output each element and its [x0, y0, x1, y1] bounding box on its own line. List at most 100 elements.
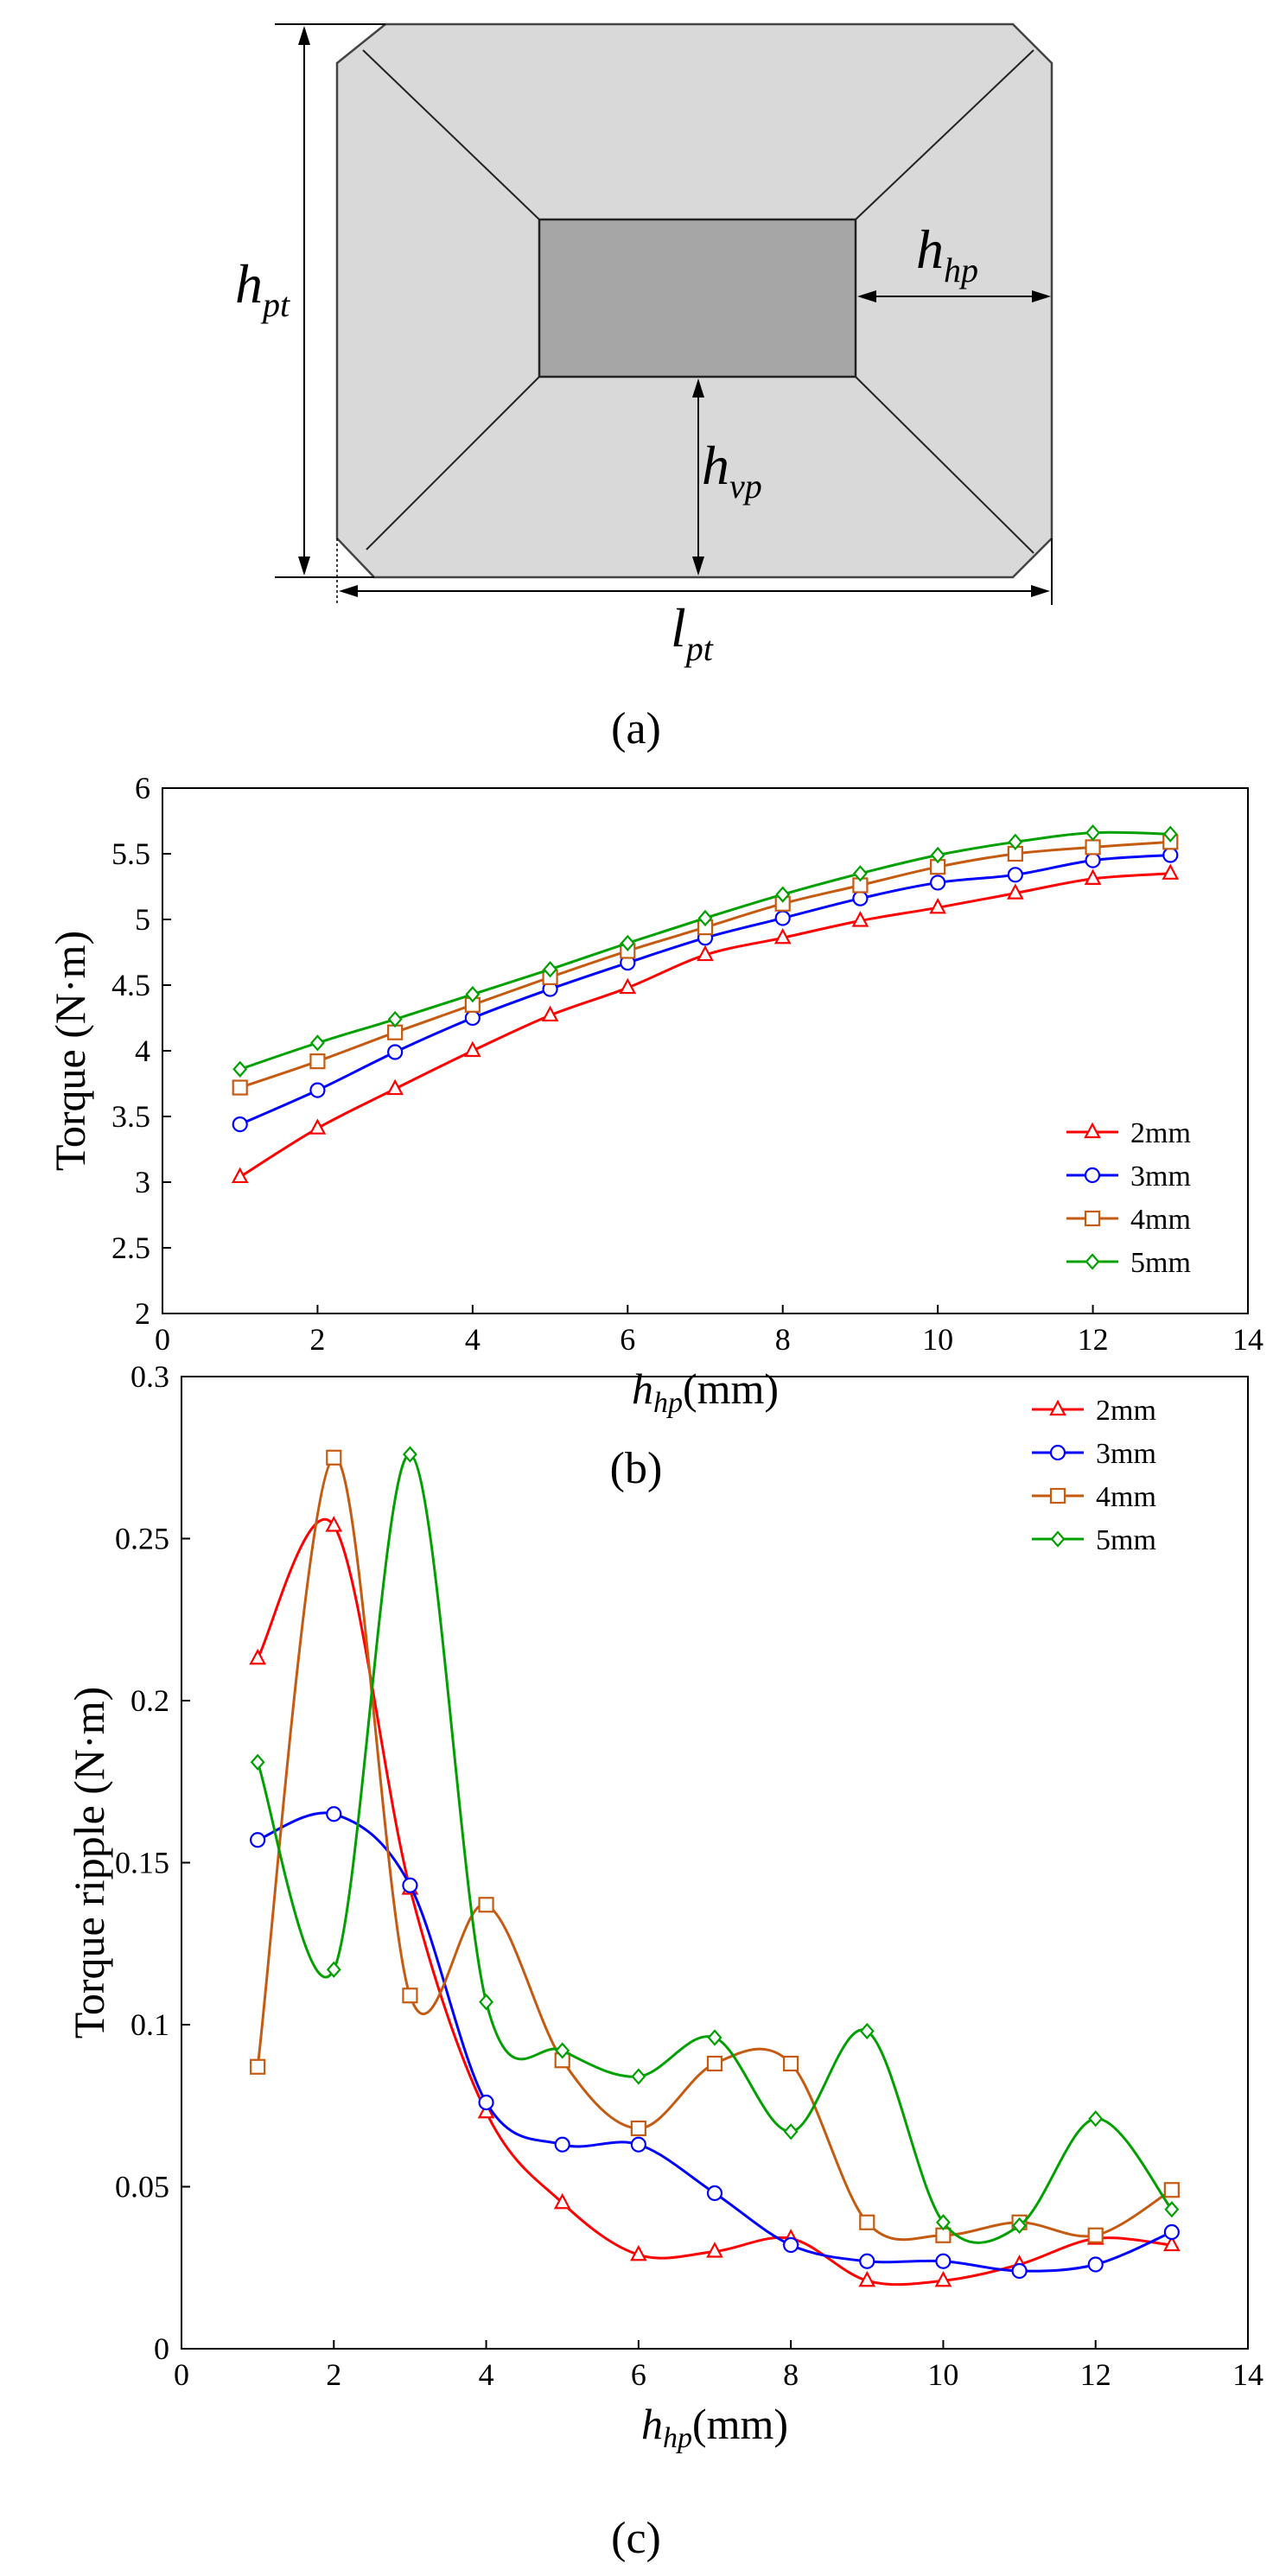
ripple-marker-5mm	[859, 2022, 875, 2040]
ripple-x-axis-title: hhp(mm)	[641, 2400, 788, 2454]
ripple-marker-2mm	[477, 2102, 495, 2119]
torque-marker-3mm	[852, 890, 869, 906]
ripple-marker-2mm	[630, 2244, 647, 2261]
torque-marker-3mm	[1085, 852, 1101, 868]
torque-marker-4mm	[309, 1053, 326, 1070]
ripple-legend-label-4mm: 4mm	[1096, 1481, 1156, 1513]
ripple-marker-5mm	[402, 1446, 417, 1463]
ripple-legend-marker-5mm	[1050, 1530, 1066, 1548]
ripple-marker-5mm	[1088, 2110, 1104, 2128]
ripple-marker-5mm	[631, 2068, 646, 2085]
h-pt-label: hpt	[235, 253, 290, 324]
ripple-marker-5mm	[1012, 2217, 1028, 2235]
torque-marker-5mm	[465, 985, 481, 1003]
ripple-series-line-5mm	[256, 1453, 1174, 2244]
ripple-marker-4mm	[250, 2058, 266, 2075]
ripple-marker-5mm	[1164, 2201, 1180, 2218]
torque-marker-3mm	[232, 1116, 248, 1133]
ripple-marker-5mm	[555, 2042, 570, 2059]
ripple-marker-2mm	[1163, 2235, 1181, 2252]
ripple-marker-4mm	[859, 2214, 875, 2230]
torque-legend-marker-5mm	[1085, 1253, 1100, 1270]
torque-legend-marker-4mm	[1084, 1210, 1101, 1227]
torque-y-tick-label: 5	[135, 902, 150, 937]
ripple-marker-3mm	[554, 2136, 570, 2153]
torque-marker-2mm	[386, 1078, 404, 1096]
ripple-legend-label-3mm: 3mm	[1096, 1438, 1156, 1470]
torque-x-tick-label: 2	[309, 1322, 325, 1357]
ripple-x-tick-label: 6	[631, 2357, 646, 2392]
panel-label-b: (b)	[610, 1444, 663, 1493]
ripple-y-tick-label: 0.05	[115, 2170, 169, 2204]
torque-y-tick-label: 2.5	[111, 1231, 150, 1265]
h-vp-arrow-bottom	[692, 557, 704, 576]
ripple-marker-5mm	[935, 2214, 951, 2231]
ripple-legend-label-5mm: 5mm	[1096, 1524, 1156, 1556]
torque-marker-3mm	[774, 910, 791, 926]
torque-marker-5mm	[852, 865, 868, 882]
ripple-x-tick-label: 8	[783, 2357, 799, 2392]
ripple-marker-3mm	[1087, 2256, 1104, 2273]
torque-legend-label-5mm: 5mm	[1130, 1247, 1191, 1279]
torque-marker-2mm	[541, 1005, 559, 1022]
l-pt-arrow-left	[339, 585, 358, 597]
h-hp-label: hhp	[916, 219, 978, 289]
ripple-marker-5mm	[479, 1994, 494, 2011]
ripple-y-tick-label: 0.25	[115, 1522, 169, 1556]
diagonal-top-left	[362, 49, 540, 220]
torque-ripple-chart: 0 0.05 0.1 0.15 0.2 0.25 0.3 0 2 4 6 8 10 12 14 Torque …	[65, 1359, 1263, 2454]
torque-legend-marker-3mm	[1084, 1167, 1101, 1184]
ripple-marker-2mm	[325, 1516, 343, 1532]
ripple-marker-2mm	[858, 2270, 876, 2287]
ripple-plot-frame	[181, 1376, 1249, 2350]
ripple-legend-marker-3mm	[1049, 1444, 1066, 1461]
ripple-y-tick-label: 0.15	[115, 1846, 169, 1880]
diagonal-top-right	[855, 49, 1034, 220]
torque-marker-5mm	[620, 934, 635, 952]
ripple-marker-3mm	[1163, 2223, 1180, 2241]
ripple-marker-2mm	[553, 2192, 571, 2210]
ripple-marker-5mm	[783, 2123, 799, 2140]
torque-x-tick-label: 8	[775, 1322, 791, 1357]
ripple-marker-3mm	[402, 1877, 418, 1893]
panel-label-a: (a)	[611, 704, 661, 754]
diagonal-bottom-right	[855, 376, 1034, 554]
torque-x-tick-label: 10	[922, 1322, 953, 1357]
ripple-x-tick-label: 4	[479, 2357, 494, 2392]
h-hp-arrow-right	[1032, 290, 1051, 302]
ripple-marker-5mm	[250, 1753, 265, 1771]
torque-marker-5mm	[1162, 825, 1178, 843]
torque-y-tick-label: 2	[135, 1296, 150, 1331]
l-pt-arrow-right	[1031, 585, 1050, 597]
ripple-marker-3mm	[859, 2253, 875, 2269]
ripple-marker-2mm	[706, 2242, 723, 2258]
ripple-marker-4mm	[1087, 2227, 1104, 2243]
torque-plot-frame	[162, 787, 1249, 1314]
torque-marker-5mm	[930, 846, 945, 864]
torque-marker-5mm	[775, 886, 791, 903]
ripple-y-tick-label: 0.1	[130, 2007, 169, 2042]
torque-marker-3mm	[387, 1044, 404, 1060]
torque-marker-2mm	[1007, 883, 1024, 900]
ripple-marker-3mm	[478, 2094, 494, 2111]
ripple-x-tick-label: 2	[326, 2357, 341, 2392]
ripple-marker-4mm	[706, 2055, 723, 2072]
torque-marker-2mm	[773, 927, 792, 945]
ripple-marker-2mm	[934, 2270, 952, 2287]
ripple-marker-4mm	[630, 2120, 646, 2137]
ripple-marker-3mm	[1011, 2262, 1028, 2280]
ripple-marker-3mm	[706, 2185, 723, 2202]
torque-marker-2mm	[1162, 863, 1180, 880]
ripple-marker-3mm	[783, 2236, 799, 2254]
torque-y-tick-label: 5.5	[111, 836, 150, 871]
torque-legend-label-3mm: 3mm	[1130, 1161, 1191, 1193]
torque-marker-2mm	[309, 1118, 327, 1135]
ripple-marker-4mm	[478, 1897, 494, 1913]
torque-y-tick-label: 6	[135, 771, 150, 805]
ripple-legend-label-2mm: 2mm	[1096, 1395, 1156, 1427]
ripple-y-tick-label: 0.3	[130, 1359, 169, 1394]
torque-y-tick-label: 4	[135, 1034, 150, 1068]
ripple-marker-4mm	[402, 1988, 418, 2004]
